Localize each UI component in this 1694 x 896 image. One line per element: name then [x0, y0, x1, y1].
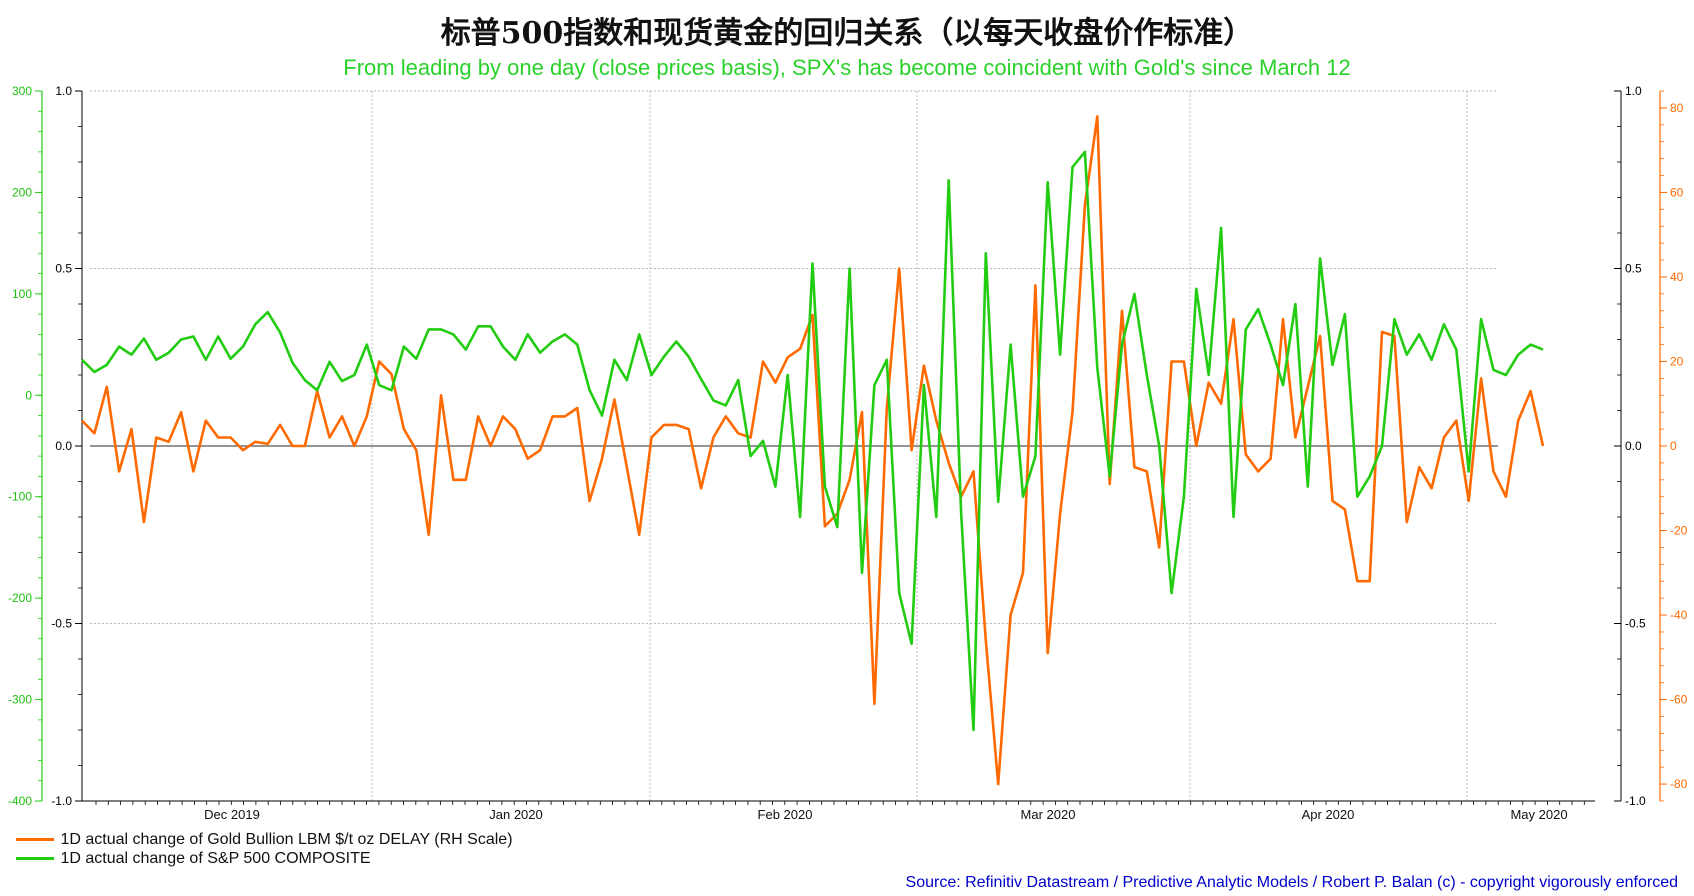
- x-tick-label: Mar 2020: [1021, 807, 1076, 822]
- left-outer-tick-label: -400: [8, 794, 32, 808]
- x-tick-label: Feb 2020: [758, 807, 813, 822]
- left-outer-tick-label: -300: [8, 693, 32, 707]
- x-tick-label: Apr 2020: [1302, 807, 1355, 822]
- x-tick-label: May 2020: [1510, 807, 1567, 822]
- legend-item-spx: 1D actual change of S&P 500 COMPOSITE: [16, 850, 371, 868]
- series-lines: [81, 115, 1545, 786]
- right-outer-tick-label: -60: [1670, 693, 1688, 707]
- spx-series-line: [81, 150, 1544, 732]
- right-outer-tick-label: -20: [1670, 524, 1688, 538]
- right-outer-tick-label: -40: [1670, 608, 1688, 622]
- left-outer-tick-label: 200: [12, 185, 32, 199]
- chart-title: 标普500指数和现货黄金的回归关系（以每天收盘价作标准）: [440, 16, 1254, 51]
- gold-series-line: [81, 115, 1545, 786]
- right-outer-tick-label: 80: [1670, 101, 1684, 115]
- legend-swatch-gold: [16, 838, 54, 842]
- left-outer-tick-label: 100: [12, 287, 32, 301]
- right-outer-tick-label: -80: [1670, 777, 1688, 791]
- left-outer-tick-label: -200: [8, 591, 32, 605]
- axes: 3002001000-100-200-300-4001.00.50.0-0.5-…: [8, 84, 1688, 822]
- left-outer-tick-label: 300: [12, 84, 32, 98]
- left-outer-tick-label: 0: [25, 388, 32, 402]
- left-outer-tick-label: -100: [8, 490, 32, 504]
- legend-swatch-spx: [16, 857, 54, 861]
- left-inner-tick-label: 1.0: [55, 84, 72, 98]
- right-inner-tick-label: 0.5: [1625, 262, 1642, 276]
- right-inner-tick-label: -0.5: [1625, 617, 1646, 631]
- legend-label-spx: 1D actual change of S&P 500 COMPOSITE: [60, 850, 371, 867]
- source-credit: Source: Refinitiv Datastream / Predictiv…: [905, 874, 1678, 891]
- right-inner-tick-label: 1.0: [1625, 84, 1642, 98]
- chart-subtitle: From leading by one day (close prices ba…: [343, 55, 1351, 80]
- x-tick-label: Dec 2019: [204, 807, 260, 822]
- right-inner-tick-label: -1.0: [1625, 794, 1646, 808]
- right-outer-tick-label: 20: [1670, 354, 1684, 368]
- right-outer-tick-label: 40: [1670, 270, 1684, 284]
- left-inner-tick-label: 0.5: [55, 262, 72, 276]
- legend-item-gold: 1D actual change of Gold Bullion LBM $/t…: [16, 831, 513, 849]
- right-outer-tick-label: 0: [1670, 439, 1677, 453]
- right-inner-tick-label: 0.0: [1625, 439, 1642, 453]
- x-tick-label: Jan 2020: [489, 807, 543, 822]
- left-inner-tick-label: -0.5: [51, 617, 72, 631]
- left-inner-tick-label: -1.0: [51, 794, 72, 808]
- right-outer-tick-label: 60: [1670, 185, 1684, 199]
- left-inner-tick-label: 0.0: [55, 439, 72, 453]
- legend-label-gold: 1D actual change of Gold Bullion LBM $/t…: [60, 831, 513, 848]
